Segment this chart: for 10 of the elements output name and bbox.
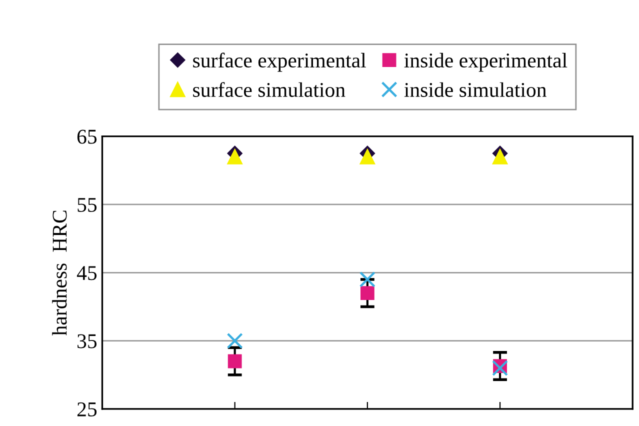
y-tick-label: 55 (78, 198, 97, 212)
legend-label: surface experimental (193, 52, 366, 72)
y-tick-label: 25 (77, 402, 97, 416)
legend-label: surface simulation (193, 82, 346, 97)
y-tick-label: 45 (76, 266, 97, 280)
y-axis-title: hardness HRC (52, 210, 67, 336)
legend-label: inside simulation (404, 82, 546, 97)
y-tick-label: 35 (78, 334, 97, 348)
legend-label: inside experimental (404, 52, 568, 72)
y-tick-label: 65 (77, 130, 97, 144)
